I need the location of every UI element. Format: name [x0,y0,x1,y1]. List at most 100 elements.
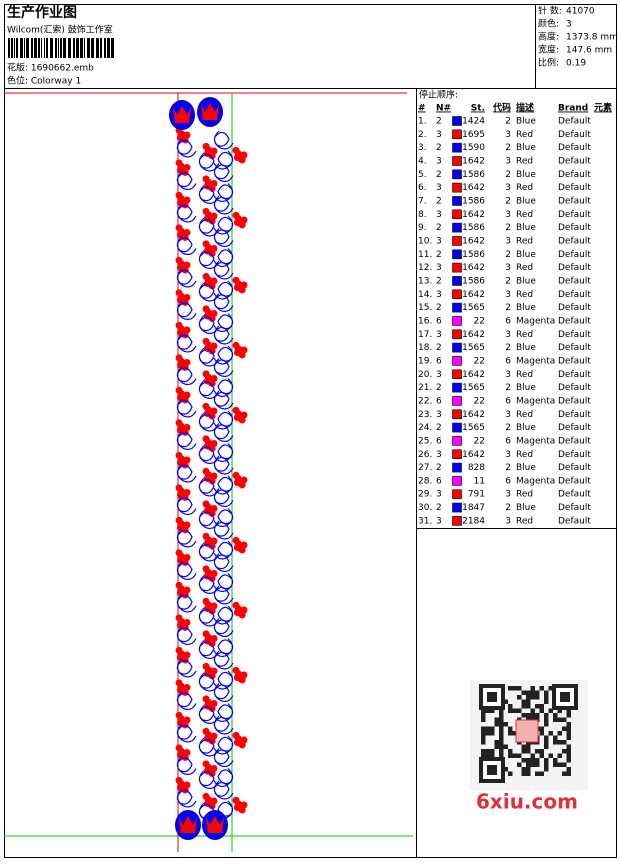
red-flower [175,516,183,524]
description: Red [516,490,533,500]
red-flower [232,276,240,284]
row-number: 17. [418,330,432,340]
stitches: 1586 [462,223,485,233]
red-flower [202,532,210,540]
stitches: 1586 [462,170,485,180]
blue-outline [213,585,234,605]
qr-cell [548,731,553,736]
qr-cell [481,731,486,736]
qr-cell [526,713,531,718]
description: Red [516,210,533,220]
description: Blue [516,223,536,233]
blue-outline [176,788,197,808]
blue-outline [213,488,234,508]
color-swatch [452,422,462,433]
code: 2 [505,223,511,233]
qr-cell [508,704,513,709]
qr-cell [544,722,549,727]
blue-outline [213,130,234,150]
needle: 6 [436,356,442,366]
stitches: 1642 [462,183,485,193]
needle: 3 [436,210,442,220]
red-flower [207,346,215,354]
row-number: 23. [418,410,432,420]
stitches: 1642 [462,263,485,273]
needle: 3 [436,370,442,380]
qr-cell [530,708,535,713]
blue-outline [213,780,234,800]
color-swatch [452,356,462,366]
qr-cell [544,690,549,695]
bar [31,38,33,58]
red-flower [237,285,245,293]
color-swatch [452,489,462,500]
qr-cell [481,713,486,718]
red-flower [175,614,183,622]
qr-cell [526,744,531,749]
qr-cell [562,762,567,767]
qr-cell [566,735,571,740]
qr-cell [562,749,567,754]
red-flower [175,451,183,459]
qr-cell [494,717,499,722]
stitches: 1642 [462,290,485,300]
qr-logo [515,719,539,743]
qr-cell [566,749,571,754]
brand: Default [558,436,591,446]
bar [44,38,45,58]
red-tulip [179,816,197,833]
bar [87,38,90,58]
qr-cell [535,762,540,767]
qr-cell [566,753,571,758]
blue-outline [213,325,234,345]
red-flower [202,727,210,735]
color-swatch [452,396,462,406]
brand: Default [558,170,591,180]
qr-cell [490,731,495,736]
bar [104,38,106,58]
row-number: 25. [418,436,432,446]
description: Blue [516,423,536,433]
column-header: # [418,104,426,114]
qr-cell [499,749,504,754]
bar [91,38,94,58]
qr-cell [485,708,490,713]
blue-outline [176,431,197,451]
qr-cell [499,722,504,727]
row-number: 26. [418,450,432,460]
red-flower [202,402,210,410]
qr-cell [548,686,553,691]
stitches: 1586 [462,196,485,206]
red-flower [237,740,245,748]
qr-cell [485,749,490,754]
description: Red [516,450,533,460]
needle: 2 [436,503,442,513]
red-flower [207,476,215,484]
color-swatch [452,196,462,206]
stitches: 1642 [462,210,485,220]
red-flower [175,224,183,232]
red-flower [202,370,210,378]
red-flower [232,731,240,739]
qr-cell [481,749,486,754]
description: Red [516,370,533,380]
row-number: 29. [418,490,432,500]
needle: 3 [436,183,442,193]
qr-cell [535,749,540,754]
red-flower [175,386,183,394]
stitches: 1565 [462,303,485,313]
qr-cell [539,753,544,758]
color-swatch [452,302,462,313]
red-flower [202,565,210,573]
red-flower [175,646,183,654]
needle: 3 [436,490,442,500]
qr-cell [557,762,562,767]
bar [14,38,15,58]
red-flower [175,581,183,589]
qr-cell [562,726,567,731]
qr-cell [481,740,486,745]
brand: Default [558,223,591,233]
description: Blue [516,117,536,127]
needle: 6 [436,436,442,446]
